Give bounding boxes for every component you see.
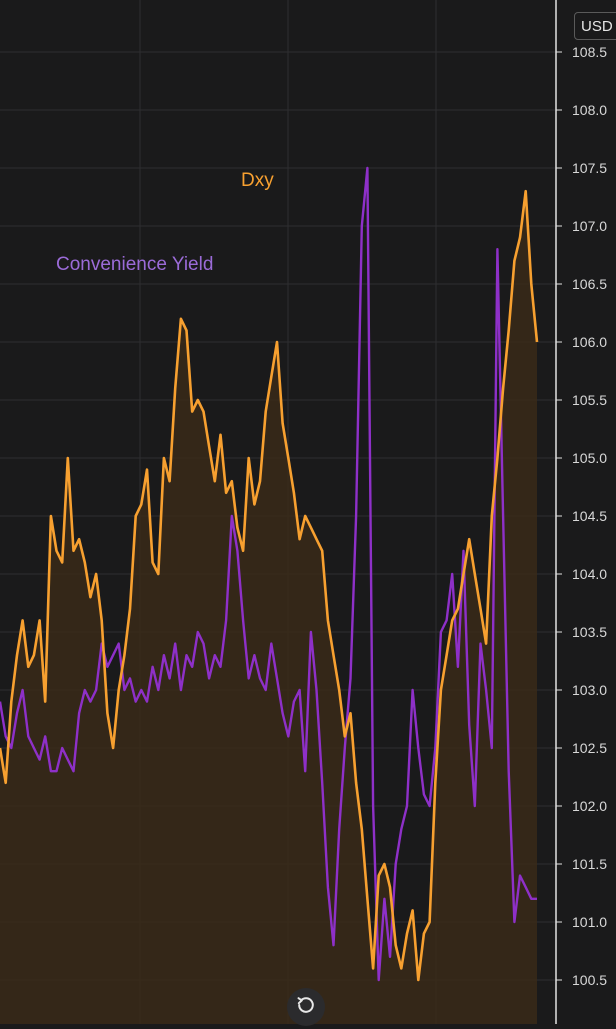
price-tick-label-16: 100.5 [572,972,607,988]
price-tick-label-10: 103.5 [572,624,607,640]
price-tick-label-8: 104.5 [572,508,607,524]
price-tick-label-4: 106.5 [572,276,607,292]
dxy-label: Dxy [241,170,274,191]
convenience-yield-label: Convenience Yield [56,254,213,275]
price-tick-label-12: 102.5 [572,740,607,756]
dxy-area [0,191,537,1024]
price-tick-label-6: 105.5 [572,392,607,408]
price-tick-label-9: 104.0 [572,566,607,582]
price-tick-label-3: 107.0 [572,218,607,234]
price-tick-label-7: 105.0 [572,450,607,466]
series-layer [0,166,539,1024]
currency-button[interactable]: USD [574,12,616,40]
price-axis[interactable]: 108.5 108.0 107.5 107.0 106.5 106.0 105.5 105.0… [555,0,607,1024]
reset-chart-button[interactable] [287,988,325,1026]
price-tick-label-15: 101.0 [572,914,607,930]
price-tick-label-13: 102.0 [572,798,607,814]
price-tick-label-11: 103.0 [572,682,607,698]
reset-chart-icon [295,994,317,1021]
price-tick-label-1: 108.0 [572,102,607,118]
price-tick-label-5: 106.0 [572,334,607,350]
dxy-line [0,189,539,982]
convenience-yield-line [0,166,537,982]
price-tick-label-14: 101.5 [572,856,607,872]
price-tick-label-0: 108.5 [572,44,607,60]
currency-label: USD [581,18,613,35]
price-tick-label-2: 107.5 [572,160,607,176]
